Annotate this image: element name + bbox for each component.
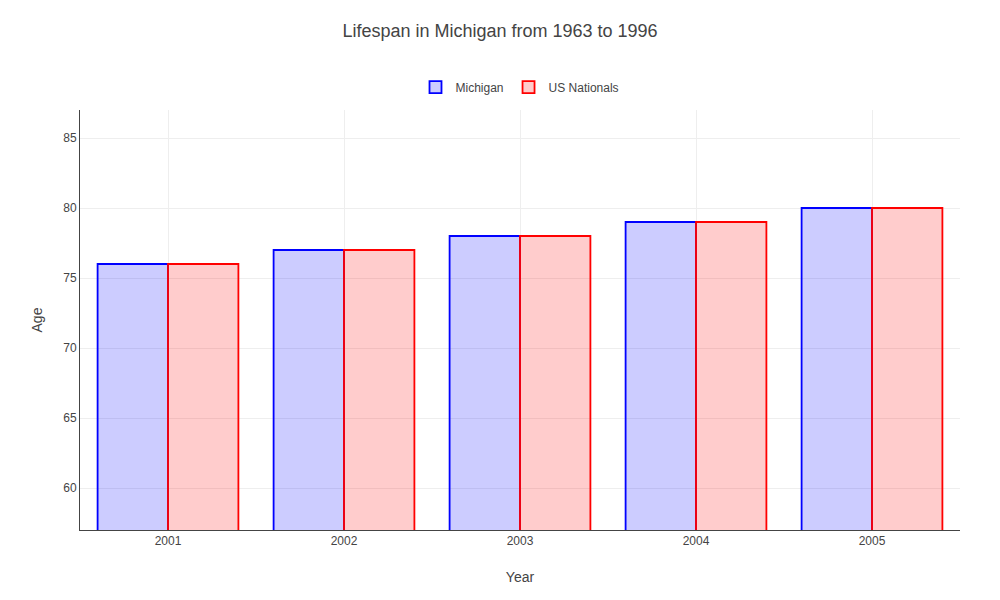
svg-text:Age: Age — [29, 307, 45, 332]
svg-text:Year: Year — [506, 569, 535, 585]
svg-text:70: 70 — [63, 341, 77, 355]
svg-text:2002: 2002 — [331, 534, 358, 548]
svg-text:85: 85 — [63, 131, 77, 145]
svg-text:Lifespan in Michigan from 1963: Lifespan in Michigan from 1963 to 1996 — [342, 21, 657, 41]
svg-text:80: 80 — [63, 201, 77, 215]
svg-text:2004: 2004 — [683, 534, 710, 548]
svg-text:Michigan: Michigan — [456, 81, 504, 95]
svg-text:2005: 2005 — [859, 534, 886, 548]
svg-text:75: 75 — [63, 271, 77, 285]
svg-text:60: 60 — [63, 481, 77, 495]
svg-text:US Nationals: US Nationals — [549, 81, 619, 95]
svg-text:65: 65 — [63, 411, 77, 425]
svg-text:2003: 2003 — [507, 534, 534, 548]
svg-text:2001: 2001 — [155, 534, 182, 548]
